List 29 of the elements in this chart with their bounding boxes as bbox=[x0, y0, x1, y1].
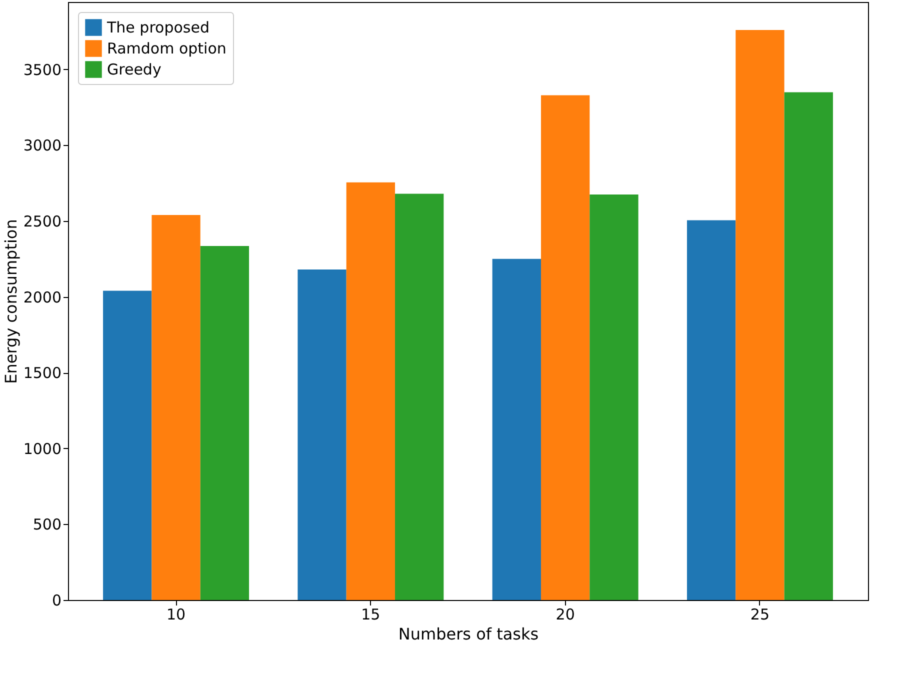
y-tick-label: 2500 bbox=[23, 212, 62, 231]
bar bbox=[784, 92, 833, 600]
x-tick-label: 25 bbox=[750, 606, 770, 624]
y-tick-label: 2000 bbox=[23, 288, 62, 306]
x-tick-label: 15 bbox=[361, 606, 380, 624]
y-tick-label: 1500 bbox=[23, 364, 62, 382]
bar bbox=[686, 220, 736, 600]
bar bbox=[492, 258, 541, 600]
bar bbox=[103, 290, 152, 600]
y-tick-label: 3000 bbox=[23, 136, 62, 155]
y-tick-label: 1000 bbox=[23, 440, 62, 458]
bar bbox=[346, 182, 396, 600]
y-tick-label: 3500 bbox=[23, 60, 62, 79]
bar bbox=[200, 246, 250, 600]
y-tick-label: 0 bbox=[52, 592, 62, 610]
bar bbox=[540, 95, 590, 600]
bar bbox=[736, 30, 784, 600]
bar bbox=[152, 214, 200, 600]
bar bbox=[590, 194, 638, 600]
bar bbox=[298, 270, 346, 600]
x-tick-label: 20 bbox=[556, 606, 575, 624]
y-axis-title: Energy consumption bbox=[1, 219, 20, 384]
x-tick-label: 10 bbox=[166, 606, 186, 624]
legend-label: The proposed bbox=[106, 18, 210, 36]
y-tick-label: 500 bbox=[32, 516, 62, 534]
bar bbox=[395, 194, 444, 600]
legend-label: Greedy bbox=[107, 60, 162, 78]
legend-label: Ramdom option bbox=[107, 40, 226, 58]
x-axis-title: Numbers of tasks bbox=[398, 624, 539, 644]
